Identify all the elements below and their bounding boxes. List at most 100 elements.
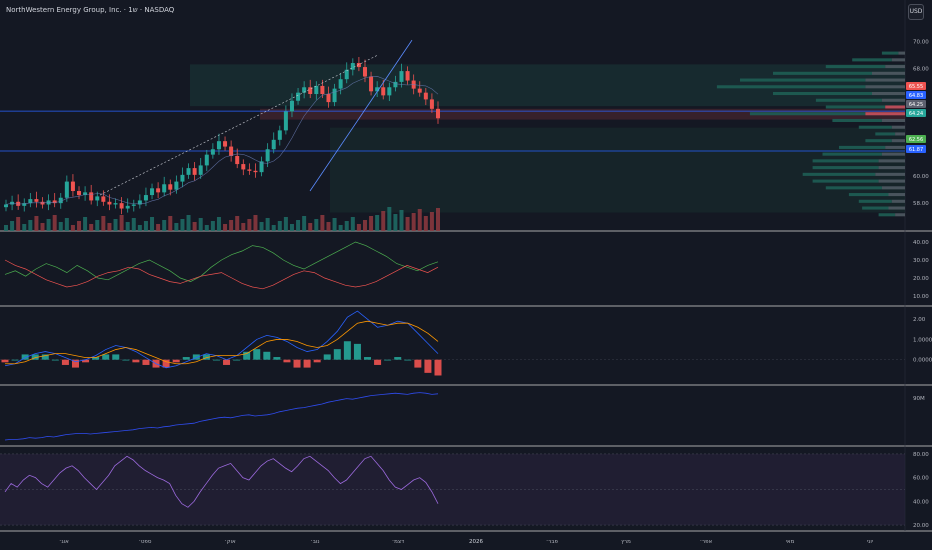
volume-bar: [131, 218, 136, 231]
volume-bar: [192, 222, 197, 231]
candle: [350, 63, 355, 70]
volume-profile-bar-down: [891, 58, 905, 62]
candle: [387, 87, 392, 96]
volume-bar: [423, 216, 428, 231]
candle: [137, 200, 142, 205]
candle: [77, 191, 82, 196]
candle: [332, 88, 337, 103]
candle: [119, 203, 124, 209]
candle: [174, 181, 179, 190]
dmi-axis-tick: 40.00: [913, 240, 929, 246]
volume-bar: [210, 221, 215, 231]
volume-profile-bar-up: [825, 105, 886, 109]
candle: [223, 141, 228, 147]
volume-profile-bar-down: [875, 172, 905, 176]
candle: [70, 181, 75, 192]
candle: [417, 88, 422, 93]
candle: [369, 76, 374, 92]
price-badge-label: 62.56: [909, 137, 923, 143]
macd-histogram-bar: [51, 359, 59, 361]
rsi-axis-tick: 60.00: [913, 476, 929, 482]
macd-histogram-bar: [243, 351, 251, 360]
volume-profile-bar-down: [895, 213, 905, 217]
volume-bar: [350, 217, 355, 231]
macd-histogram-bar: [41, 354, 49, 360]
moving-average-line: [5, 75, 439, 205]
candle: [4, 204, 8, 208]
volume-bar: [143, 221, 148, 231]
macd-histogram-bar: [283, 359, 291, 363]
price-badge: [906, 82, 926, 90]
volume-bar: [168, 216, 173, 231]
volume-bar: [46, 219, 51, 231]
macd-histogram-bar: [414, 359, 422, 368]
candle: [28, 199, 33, 204]
volume-bar: [70, 225, 75, 231]
macd-histogram-bar: [434, 359, 442, 376]
volume-bar: [52, 215, 57, 231]
price-badge: [906, 135, 926, 143]
volume-bar: [137, 225, 142, 231]
macd-histogram-bar: [353, 343, 361, 360]
volume-profile-bar-down: [891, 199, 905, 203]
candle: [302, 87, 307, 93]
candle: [283, 111, 288, 131]
candle: [308, 87, 313, 95]
price-axis-tick: 70.00: [913, 39, 929, 45]
poc-zone: [260, 108, 905, 120]
volume-profile-bar-down: [891, 125, 905, 129]
candle: [168, 184, 173, 190]
candle: [429, 99, 434, 109]
volume-profile-bar-up: [858, 125, 892, 129]
volume-bar: [405, 217, 410, 231]
volume-profile-bar-down: [865, 78, 905, 82]
rsi-axis-tick: 80.00: [913, 452, 929, 458]
volume-profile-bar-up: [865, 139, 892, 143]
currency-button[interactable]: USD: [908, 4, 924, 20]
volume-profile-bar-down: [891, 139, 905, 143]
volume-profile-bar-up: [825, 186, 882, 190]
volume-bar: [16, 217, 21, 231]
volume-bar: [375, 215, 380, 231]
price-axis-tick: 58.00: [913, 201, 929, 207]
candle: [156, 188, 161, 193]
macd-histogram-bar: [182, 357, 190, 360]
volume-bar: [247, 219, 252, 231]
volume-bar: [344, 221, 349, 231]
volume-bar: [417, 209, 422, 231]
volume-profile-bar-up: [812, 179, 879, 183]
macd-histogram-bar: [162, 359, 170, 368]
volume-profile-bar-up: [825, 65, 886, 69]
volume-profile-bar-down: [865, 85, 905, 89]
volume-profile-bar-down: [881, 98, 905, 102]
volume-profile-bar-down: [865, 112, 905, 116]
candle: [52, 200, 57, 204]
price-badge: [906, 109, 926, 117]
volume-bar: [356, 224, 361, 231]
macd-histogram-bar: [223, 359, 231, 365]
volume-bar: [259, 222, 264, 231]
dmi-axis-tick: 10.00: [913, 294, 929, 300]
macd-axis-tick: 2.00: [913, 317, 926, 323]
volume-bar: [393, 214, 398, 231]
candle: [229, 146, 234, 156]
volume-bar: [289, 224, 294, 231]
candle: [186, 168, 191, 175]
time-axis-tick: נוב׳: [310, 539, 319, 545]
candle: [235, 155, 240, 165]
candle: [296, 92, 301, 101]
volume-bar: [241, 223, 246, 231]
candle: [101, 196, 106, 202]
macd-histogram-bar: [112, 354, 120, 360]
volume-profile-bar-up: [822, 152, 882, 156]
candle: [241, 164, 246, 170]
time-axis-tick: מאי: [786, 539, 795, 545]
macd-histogram-bar: [404, 359, 412, 361]
volume-bar: [4, 225, 8, 231]
volume-bar: [387, 207, 392, 231]
candle: [125, 205, 130, 209]
candle: [423, 92, 428, 100]
volume-bar: [229, 220, 234, 231]
volume-profile-bar-down: [878, 179, 905, 183]
